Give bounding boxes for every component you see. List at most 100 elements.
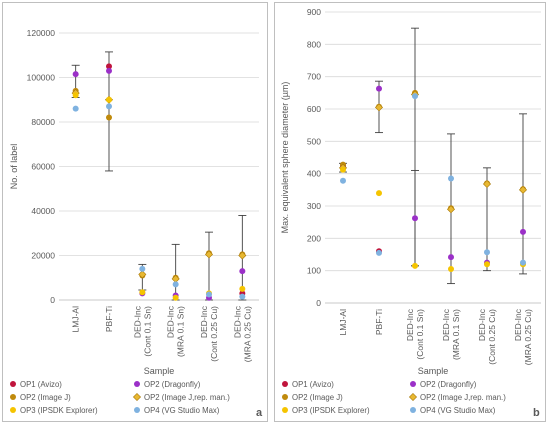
data-point (106, 67, 112, 74)
y-tick-label: 120000 (27, 28, 56, 38)
error-bar (205, 231, 213, 301)
legend-label: OP2 (Image J) (20, 393, 71, 402)
x-tick-label-line: PBF-Ti (104, 306, 114, 332)
data-point (376, 190, 382, 197)
series (72, 67, 246, 301)
y-tick-label: 800 (307, 39, 321, 49)
legend-marker (10, 381, 16, 387)
y-tick-label: 200 (307, 233, 321, 243)
chart-panel-a: 0 20000 40000 60000 80000 100000 120000 LMJ-Al P… (2, 2, 268, 422)
panel-label: a (256, 407, 263, 419)
y-tick-label: 100000 (27, 73, 56, 83)
legend-entry: OP4 (VG Studio Max) (410, 406, 496, 415)
legend-label: OP4 (VG Studio Max) (420, 406, 496, 415)
series (72, 87, 246, 281)
x-tick-label: LMJ-Al (71, 306, 81, 333)
series (71, 89, 247, 283)
data-point (340, 177, 346, 184)
data-point (340, 166, 346, 173)
data-point (448, 175, 454, 182)
y-tick-label: 80000 (31, 117, 55, 127)
data-point (238, 251, 247, 260)
legend-marker (10, 394, 16, 400)
data-point (376, 85, 382, 92)
data-point (448, 254, 454, 261)
legend-marker (282, 394, 288, 400)
x-tick-label-line: DED-Inc (513, 308, 523, 341)
x-tick-label-line: (MRA 0.25 Cu) (523, 309, 533, 365)
chart-panel-b: 0 100 200 300 400 500 600 700 800 900 LMJ-Al PBF-Ti… (274, 2, 546, 422)
data-point (412, 262, 418, 269)
legend-entry: OP3 (IPSDK Explorer) (282, 406, 370, 415)
data-point (412, 93, 418, 100)
legend-label: OP2 (Image J,rep. man.) (144, 393, 230, 402)
legend-marker (408, 392, 418, 402)
data-point (448, 266, 454, 273)
legend-marker (134, 407, 140, 413)
data-point (106, 96, 112, 103)
x-tick-label: DED-Inc (MRA 0.25 Cu) (513, 308, 533, 365)
data-point (520, 228, 526, 235)
series (72, 92, 246, 301)
data-point (206, 291, 212, 298)
legend-entry: OP1 (Avizo) (282, 380, 334, 389)
data-point (204, 250, 214, 259)
legend-marker (282, 407, 288, 413)
x-tick-label-line: DED-Inc (232, 305, 242, 338)
data-point (138, 270, 147, 279)
legend-entry: OP1 (Avizo) (10, 380, 62, 389)
y-tick-label: 60000 (31, 162, 55, 172)
y-axis-label: No. of label (9, 144, 19, 190)
error-bar (519, 113, 527, 275)
panel-label: b (533, 407, 540, 419)
x-tick-label: DED-Inc (MRA 0.1 Sn) (441, 308, 461, 360)
x-tick-label: PBF-Ti (374, 309, 384, 335)
x-tick-label-line: (MRA 0.1 Sn) (176, 306, 186, 357)
x-tick-label-line: (MRA 0.1 Sn) (451, 309, 461, 360)
x-tick-label: DED-Inc (Cont 0.25 Cu) (199, 305, 219, 361)
x-tick-label: DED-Inc (Cont 0.1 Sn) (405, 308, 425, 359)
legend-label: OP3 (IPSDK Explorer) (20, 406, 98, 415)
x-tick-label-line: (Cont 0.1 Sn) (415, 309, 425, 360)
y-tick-label: 600 (307, 104, 321, 114)
data-point (520, 259, 526, 266)
series (340, 166, 526, 273)
x-tick-label-line: DED-Inc (166, 305, 176, 338)
x-tick-label-line: PBF-Ti (374, 309, 384, 335)
data-point (446, 205, 456, 214)
y-tick-label: 20000 (31, 251, 55, 261)
x-tick-label-line: DED-Inc (441, 308, 451, 341)
data-point (374, 103, 384, 112)
x-tick-label: PBF-Ti (104, 306, 114, 332)
data-point (518, 185, 528, 194)
x-axis-label: Sample (418, 366, 449, 376)
y-tick-label: 400 (307, 169, 321, 179)
data-point (239, 268, 246, 275)
series (72, 103, 246, 300)
series (340, 89, 526, 212)
data-point (172, 281, 179, 288)
y-tick-label: 0 (50, 295, 55, 305)
x-tick-label-line: LMJ-Al (338, 309, 348, 336)
y-tick-label: 40000 (31, 206, 55, 216)
data-point (139, 265, 146, 272)
series (340, 93, 526, 266)
data-point (239, 285, 246, 292)
x-tick-label-line: DED-Inc (405, 308, 415, 341)
legend-label: OP3 (IPSDK Explorer) (292, 406, 370, 415)
legend-marker (10, 407, 16, 413)
data-point (106, 114, 112, 121)
x-axis-label: Sample (144, 366, 175, 376)
legend-marker (410, 407, 416, 413)
x-tick-label: LMJ-Al (338, 309, 348, 336)
x-tick-label-line: LMJ-Al (71, 306, 81, 333)
x-tick-label: DED-Inc (MRA 0.25 Cu) (232, 305, 252, 362)
error-bar (171, 243, 180, 301)
data-point (484, 261, 490, 268)
x-tick-label-line: (Cont 0.25 Cu) (487, 309, 497, 365)
data-point (139, 289, 146, 296)
legend-label: OP2 (Dragonfly) (144, 380, 201, 389)
series (340, 162, 382, 255)
legend-label: OP2 (Image J) (292, 393, 343, 402)
legend-marker (282, 381, 288, 387)
